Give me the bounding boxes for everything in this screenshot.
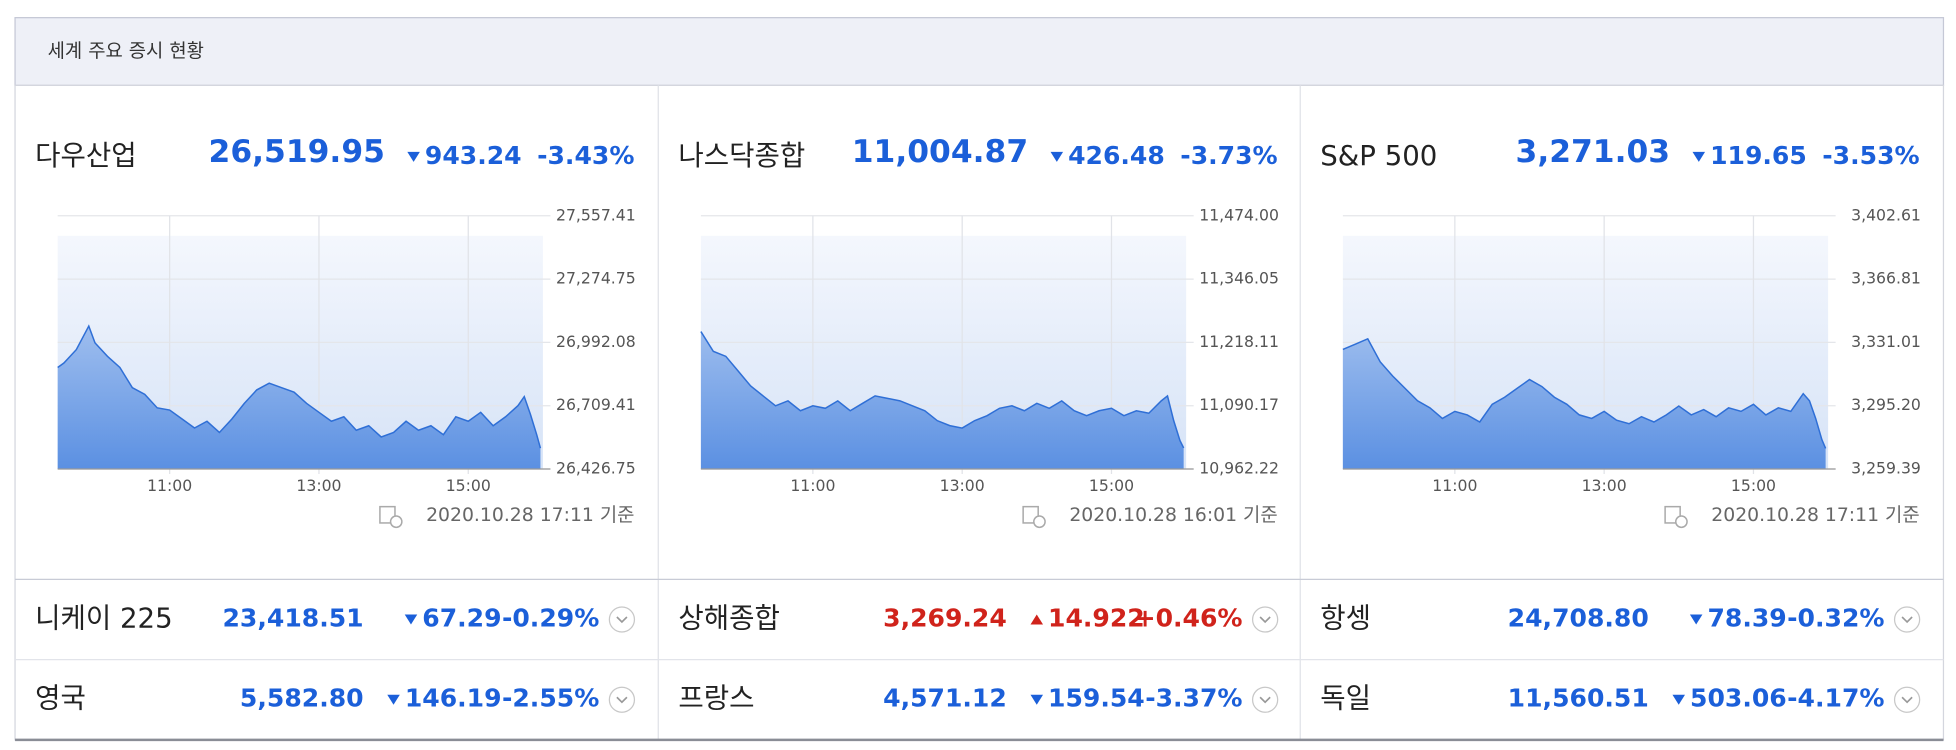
down-arrow (1030, 694, 1044, 705)
change-amount: 67.29 (422, 604, 501, 633)
index-name: 영국 (35, 682, 86, 715)
header-title: 세계 주요 증시 현황 (48, 40, 204, 62)
down-arrow (1689, 614, 1703, 625)
y-tick-label: 11,090.17 (1199, 395, 1279, 414)
y-tick-label: 3,259.39 (1851, 459, 1921, 478)
expand-chevron (1259, 616, 1271, 624)
price-line (1342, 337, 1827, 449)
x-tick-label: 15:00 (1731, 476, 1776, 495)
expand-button[interactable] (608, 686, 636, 713)
area-fill (700, 331, 1184, 470)
clock-icon (1022, 505, 1039, 524)
down-arrow (1050, 151, 1064, 162)
up-arrow (1030, 614, 1044, 625)
index-value: 3,271.03 (1516, 134, 1671, 170)
change-percent: -3.37% (1145, 684, 1242, 713)
index-value: 26,519.95 (209, 134, 385, 170)
y-tick-label: 26,709.41 (556, 395, 636, 414)
expand-chevron (616, 616, 628, 624)
change-percent: -3.43% (537, 141, 634, 170)
change-amount: 943.24 (425, 141, 522, 170)
y-tick-label: 26,426.75 (556, 459, 636, 478)
x-tick-label: 13:00 (1582, 476, 1627, 495)
down-arrow (387, 694, 400, 705)
clock-icon (1033, 515, 1046, 529)
index-name: 니케이 225 (35, 602, 173, 635)
expand-button[interactable] (1893, 686, 1921, 713)
update-time: 2020.10.28 17:11 기준 (1711, 504, 1919, 526)
clock-icon (1675, 515, 1688, 529)
index-value: 3,269.24 (883, 604, 1007, 633)
change-percent: -3.73% (1180, 141, 1277, 170)
update-time: 2020.10.28 17:11 기준 (426, 504, 634, 526)
x-tick-label: 11:00 (147, 476, 192, 495)
expand-chevron (1259, 696, 1271, 704)
change-amount: 78.39 (1707, 604, 1786, 633)
change-percent: -0.32% (1787, 604, 1884, 633)
change-percent: +0.46% (1135, 604, 1243, 633)
change-amount: 146.19 (405, 684, 502, 713)
expand-button[interactable] (1251, 606, 1279, 633)
y-tick-label: 3,295.20 (1851, 395, 1921, 414)
index-value: 23,418.51 (222, 604, 363, 633)
change-percent: -4.17% (1787, 684, 1884, 713)
y-tick-label: 11,346.05 (1199, 269, 1279, 288)
y-tick-label: 27,557.41 (556, 205, 636, 224)
index-name: 다우산업 (35, 139, 137, 172)
index-value: 5,582.80 (240, 684, 364, 713)
index-name: 프랑스 (678, 682, 754, 715)
index-value: 11,004.87 (852, 134, 1028, 170)
change-amount: 426.48 (1068, 141, 1165, 170)
y-tick-label: 3,366.81 (1851, 269, 1921, 288)
index-value: 24,708.80 (1508, 604, 1649, 633)
x-tick-label: 11:00 (790, 476, 835, 495)
x-tick-label: 11:00 (1432, 476, 1477, 495)
x-tick-label: 13:00 (296, 476, 341, 495)
change-percent: -2.55% (502, 684, 599, 713)
expand-chevron (1901, 616, 1913, 624)
y-tick-label: 3,402.61 (1851, 205, 1921, 224)
down-arrow (1672, 694, 1685, 705)
index-value: 11,560.51 (1508, 684, 1649, 713)
down-arrow (1692, 151, 1706, 162)
change-percent: -0.29% (502, 604, 599, 633)
change-amount: 119.65 (1710, 141, 1807, 170)
index-name: S&P 500 (1320, 139, 1437, 172)
y-tick-label: 27,274.75 (556, 269, 636, 288)
y-tick-label: 3,331.01 (1851, 332, 1921, 351)
x-tick-label: 15:00 (446, 476, 491, 495)
expand-chevron (1901, 696, 1913, 704)
price-line (57, 324, 542, 449)
down-arrow (404, 614, 418, 625)
expand-chevron (616, 696, 628, 704)
change-amount: 159.54 (1048, 684, 1145, 713)
y-tick-label: 26,992.08 (556, 332, 636, 351)
index-name: 나스닥종합 (678, 139, 805, 172)
change-percent: -3.53% (1822, 141, 1919, 170)
change-amount: 503.06 (1690, 684, 1787, 713)
price-line (700, 331, 1185, 449)
area-fill (1342, 338, 1826, 470)
y-tick-label: 10,962.22 (1199, 459, 1279, 478)
index-value: 4,571.12 (883, 684, 1007, 713)
down-arrow (407, 151, 420, 162)
header-bar (14, 17, 1945, 86)
x-tick-label: 15:00 (1089, 476, 1134, 495)
expand-button[interactable] (1251, 686, 1279, 713)
index-name: 독일 (1320, 682, 1371, 715)
clock-icon (379, 505, 396, 524)
y-tick-label: 11,474.00 (1199, 205, 1279, 224)
change-amount: 14.922 (1048, 604, 1145, 633)
update-time: 2020.10.28 16:01 기준 (1069, 504, 1277, 526)
clock-icon (389, 515, 403, 529)
expand-button[interactable] (1893, 606, 1921, 633)
clock-icon (1664, 505, 1681, 524)
index-name: 항셍 (1320, 602, 1371, 635)
y-tick-label: 11,218.11 (1199, 332, 1279, 351)
index-name: 상해종합 (678, 602, 780, 635)
expand-button[interactable] (608, 606, 636, 633)
x-tick-label: 13:00 (940, 476, 985, 495)
